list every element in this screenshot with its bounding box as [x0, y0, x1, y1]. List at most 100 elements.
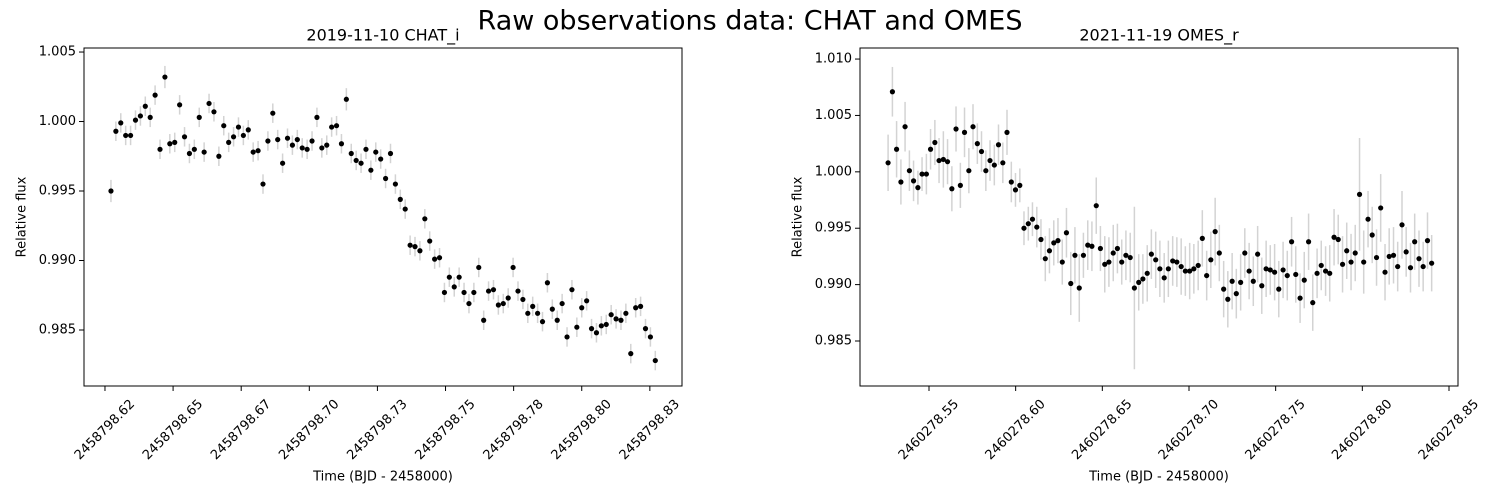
data-point: [319, 145, 325, 151]
data-point: [157, 146, 163, 152]
data-point: [944, 159, 951, 165]
data-point: [1059, 259, 1065, 265]
data-point: [432, 256, 438, 262]
data-point: [466, 300, 472, 307]
data-point: [177, 102, 183, 108]
data-point: [983, 168, 989, 174]
data-point: [1136, 279, 1142, 285]
data-point: [221, 123, 227, 129]
data-point: [348, 150, 354, 157]
data-point: [1165, 266, 1171, 272]
data-point: [1382, 269, 1388, 275]
data-point: [127, 132, 134, 139]
data-point: [1390, 252, 1397, 258]
data-point: [1199, 235, 1205, 241]
data-point: [898, 179, 904, 185]
data-point: [181, 134, 188, 140]
data-point: [275, 136, 281, 143]
data-point: [280, 160, 286, 166]
data-point: [1072, 252, 1078, 258]
data-point: [1076, 285, 1082, 291]
data-point: [936, 157, 942, 164]
data-point: [1114, 245, 1120, 252]
data-point: [1399, 222, 1405, 228]
data-point: [118, 120, 124, 126]
data-point: [949, 186, 955, 192]
data-point: [915, 185, 921, 191]
data-point: [260, 181, 266, 187]
data-point: [1331, 234, 1337, 240]
data-point: [1314, 270, 1320, 276]
data-point: [940, 156, 946, 163]
data-point: [1272, 269, 1278, 275]
data-point: [1276, 286, 1282, 292]
data-point: [1238, 279, 1244, 285]
data-point: [515, 288, 521, 294]
data-point: [910, 178, 917, 184]
data-point: [456, 274, 462, 280]
data-point: [167, 141, 173, 147]
data-point: [1208, 257, 1214, 263]
data-point: [1042, 256, 1048, 262]
data-point: [919, 171, 925, 177]
data-point: [1170, 258, 1176, 264]
data-point: [633, 305, 639, 311]
data-point: [1106, 259, 1112, 265]
data-point: [490, 287, 497, 293]
data-point: [1356, 191, 1363, 197]
data-point: [1068, 280, 1074, 287]
data-point: [162, 74, 168, 80]
data-point: [387, 150, 394, 157]
data-point: [226, 139, 232, 145]
y-tick-label: 0.990: [39, 253, 76, 268]
data-point: [574, 324, 580, 330]
data-point: [1348, 259, 1354, 265]
data-point: [1352, 250, 1358, 256]
axes-frame: [859, 47, 1459, 387]
data-point: [245, 127, 251, 133]
data-point: [966, 168, 972, 174]
data-point: [1335, 236, 1341, 243]
y-tick-label: 1.010: [815, 52, 852, 67]
data-point: [995, 142, 1002, 148]
data-point: [1327, 270, 1333, 276]
data-point: [402, 206, 408, 212]
data-point: [1046, 248, 1053, 254]
data-point: [1250, 278, 1256, 284]
data-point: [417, 248, 423, 254]
data-point: [1029, 216, 1036, 222]
data-point: [525, 310, 531, 316]
data-point: [382, 175, 389, 182]
data-point: [1293, 271, 1299, 278]
data-point: [539, 319, 546, 325]
data-point: [584, 298, 590, 304]
data-point: [485, 288, 492, 294]
data-point: [902, 124, 908, 130]
data-point: [191, 146, 197, 152]
data-point: [1161, 275, 1167, 281]
data-point: [1373, 254, 1380, 261]
data-point: [1051, 240, 1057, 246]
data-point: [1093, 203, 1099, 209]
data-point: [593, 330, 600, 336]
data-point: [893, 146, 900, 152]
data-point: [520, 296, 526, 303]
data-point: [299, 145, 305, 151]
data-point: [510, 264, 516, 271]
data-point: [422, 216, 428, 222]
data-point: [961, 129, 968, 135]
data-point: [412, 244, 418, 250]
data-point: [363, 146, 369, 152]
data-point: [1204, 272, 1210, 279]
data-point: [1157, 266, 1163, 272]
data-point: [353, 157, 359, 164]
data-point: [1255, 251, 1261, 257]
data-point: [1153, 257, 1159, 263]
data-point: [378, 156, 384, 162]
data-point: [324, 142, 330, 148]
data-point: [1344, 248, 1350, 254]
data-point: [1191, 266, 1197, 272]
data-point: [889, 89, 896, 95]
data-point: [250, 149, 256, 155]
data-point: [397, 196, 403, 202]
